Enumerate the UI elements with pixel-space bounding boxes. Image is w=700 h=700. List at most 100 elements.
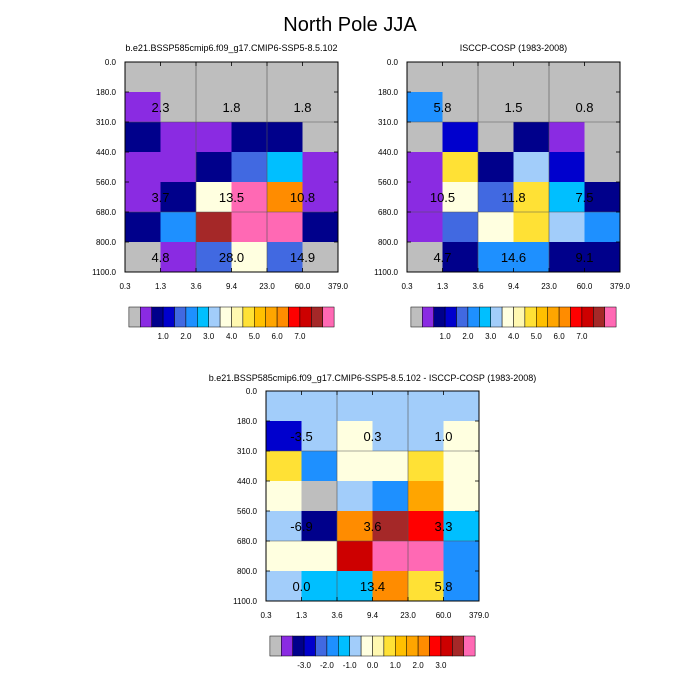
colorbar-label: 3.0 [485,332,497,341]
x-tick-label: 1.3 [437,282,449,291]
cell-value-label: 4.7 [433,250,451,265]
colorbar-swatch [547,306,560,328]
colorbar: -3.0 -2.0 -1.0 0.0 1.0 2.0 3.0 [269,635,476,670]
heatmap-cell [407,212,443,243]
heatmap-cell [478,122,514,153]
cell-value-label: 10.8 [290,190,315,205]
heatmap-cell [584,182,621,213]
heatmap-cell [372,511,409,542]
x-tick-label: 0.3 [260,611,272,620]
heatmap-cell [478,212,514,243]
panel-obs: ISCCP-COSP (1983-2008) 0.3 1.3 3.6 9.4 23.0 60… [374,43,630,341]
y-tick-label: 800.0 [378,238,399,247]
y-tick-label: 310.0 [96,118,117,127]
colorbar-swatch [208,306,221,328]
cell-value-label: 5.8 [434,579,452,594]
y-tick-label: 310.0 [237,447,258,456]
heatmap-cell [408,421,444,452]
heatmap-cell [513,62,550,93]
cell-value-label: 9.1 [575,250,593,265]
panel-diff: b.e21.BSSP585cmip6.f09_g17.CMIP6-SSP5-8.… [209,373,537,670]
heatmap-cell [301,511,338,542]
cell-value-label: 0.3 [363,429,381,444]
heatmap-cell [372,481,409,512]
colorbar-swatch [185,306,198,328]
colorbar-swatch [479,306,491,328]
heatmap-cell [267,92,303,123]
heatmap-cell [372,391,409,422]
colorbar-swatch [288,306,301,328]
heatmap-cell [443,541,480,572]
x-tick-label: 60.0 [436,611,452,620]
heatmap-cell [337,571,373,602]
y-tick-label: 1100.0 [92,268,116,277]
colorbar-swatch [276,306,289,328]
colorbar-swatch [315,635,328,657]
colorbar-swatch [303,635,316,657]
y-tick-label: 560.0 [237,507,258,516]
colorbar-label: 0.0 [367,661,379,670]
heatmap-cell [549,92,585,123]
colorbar-label: 3.0 [435,661,447,670]
heatmap-cell [372,421,409,452]
heatmap-cell [231,242,268,273]
x-tick-label: 1.3 [296,611,308,620]
heatmap-cell [442,62,479,93]
heatmap-cell [196,92,232,123]
heatmap-cell [337,511,373,542]
heatmap-cell [266,481,302,512]
heatmap-cell [337,421,373,452]
colorbar-swatch [311,306,323,328]
x-tick-label: 0.3 [401,282,413,291]
heatmap-cell [267,182,303,213]
y-tick-label: 310.0 [378,118,399,127]
cell-value-label: 0.8 [575,100,593,115]
cell-value-label: 4.8 [151,250,169,265]
heatmap-cell [407,122,443,153]
colorbar-swatch [444,306,457,328]
cell-value-label: -3.5 [290,429,312,444]
colorbar-swatch [452,635,464,657]
x-tick-label: 23.0 [400,611,416,620]
heatmap-cell [196,242,232,273]
heatmap-cell [125,122,161,153]
colorbar-swatch [292,635,305,657]
colorbar-label: 7.0 [576,332,588,341]
colorbar-swatch [349,635,362,657]
x-tick-label: 3.6 [190,282,202,291]
heatmap-cell [478,62,514,93]
heatmap-cell [584,242,621,273]
heatmap-cell [301,421,338,452]
colorbar-swatch [242,306,255,328]
colorbar-swatch [524,306,537,328]
heatmap-cell [584,212,621,243]
heatmap-cell [584,152,621,183]
heatmap-cell [160,92,197,123]
heatmap-cell [337,481,373,512]
heatmap-cell [549,212,585,243]
colorbar-swatch [593,306,605,328]
heatmap-cell [442,212,479,243]
heatmap-cell [337,391,373,422]
heatmap-cell [442,92,479,123]
heatmap-cell [549,62,585,93]
heatmap-cell [160,152,197,183]
cell-value-label: 13.4 [360,579,385,594]
colorbar-swatch [513,306,526,328]
colorbar-swatch [395,635,407,657]
heatmap-cell [408,511,444,542]
heatmap-cell [125,152,161,183]
y-tick-label: 1100.0 [233,597,257,606]
x-tick-label: 60.0 [577,282,593,291]
colorbar-swatch [456,306,469,328]
colorbar-swatch [440,635,453,657]
heatmap-cell [160,122,197,153]
heatmap-cell [408,541,444,572]
colorbar-swatch [254,306,266,328]
heatmap-cell [302,92,339,123]
colorbar-swatch [467,306,480,328]
y-tick-label: 180.0 [237,417,258,426]
x-tick-label: 23.0 [541,282,557,291]
heatmap-cell [266,391,302,422]
